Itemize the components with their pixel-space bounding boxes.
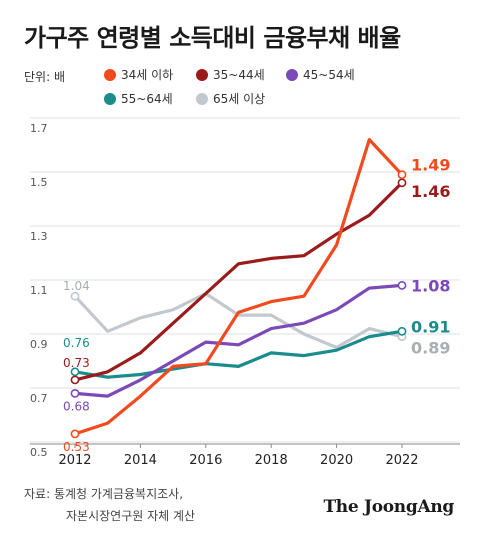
series-start-point (70, 367, 80, 377)
series-start-point (70, 388, 80, 398)
series-start-point (70, 429, 80, 439)
x-tick-label: 2022 (385, 453, 418, 468)
series-start-label: 0.68 (63, 399, 90, 413)
legend-label: 65세 이상 (213, 92, 266, 106)
x-tick-label: 2020 (320, 453, 353, 468)
legend-swatch (196, 68, 208, 81)
legend-item-65-over: 65세 이상 (196, 90, 265, 107)
legend-label: 35~44세 (213, 68, 265, 82)
y-tick-label: 0.9 (30, 338, 48, 351)
series-line (73, 329, 404, 379)
legend-swatch (196, 92, 208, 105)
unit-label: 단위: 배 (24, 70, 65, 84)
series-start-label: 1.04 (63, 279, 90, 293)
series-line (73, 291, 404, 350)
y-tick-label: 1.7 (30, 122, 48, 135)
series-end-label: 0.89 (411, 339, 450, 358)
series-start-label: 0.73 (63, 356, 90, 370)
series-end-label: 0.91 (411, 317, 450, 336)
x-tick-label: 2018 (255, 453, 288, 468)
series-end-point (397, 170, 407, 180)
legend-item-45-54: 45~54세 (286, 66, 355, 83)
series-end-label: 1.49 (411, 156, 450, 175)
legend-item-34-under: 34세 이하 (104, 66, 173, 83)
legend-label: 55~64세 (121, 92, 173, 106)
series-end-label: 1.08 (411, 276, 450, 295)
legend-item-35-44: 35~44세 (196, 66, 265, 83)
series-end-point (397, 326, 407, 336)
series-start-label: 0.53 (63, 440, 90, 454)
legend-label: 45~54세 (303, 68, 355, 82)
series-line (73, 181, 404, 382)
y-tick-label: 1.5 (30, 176, 48, 189)
series-start-point (70, 375, 80, 385)
series-end-point (397, 178, 407, 188)
y-tick-label: 1.3 (30, 230, 48, 243)
legend-label: 34세 이하 (121, 68, 174, 82)
source-line-1: 자료: 통계청 가계금융복지조사, (24, 487, 184, 501)
x-tick-label: 2016 (189, 453, 222, 468)
series-line (73, 138, 404, 436)
x-tick-label: 2014 (124, 453, 157, 468)
chart-title: 가구주 연령별 소득대비 금융부채 배율 (24, 24, 401, 52)
x-tick-label: 2012 (58, 453, 91, 468)
series-start-point (70, 291, 80, 301)
brand-logo: The JoongAng (323, 497, 454, 517)
series-end-point (397, 280, 407, 290)
legend-swatch (104, 92, 116, 105)
series-start-label: 0.76 (63, 336, 90, 350)
legend-swatch (104, 68, 116, 81)
source-note: 자료: 통계청 가계금융복지조사, 자본시장연구원 자체 계산 (24, 483, 195, 527)
y-tick-label: 0.7 (30, 392, 48, 405)
y-tick-label: 1.1 (30, 284, 48, 297)
y-tick-label: 0.5 (30, 446, 48, 459)
series-end-label: 1.46 (411, 182, 450, 201)
legend-item-55-64: 55~64세 (104, 90, 173, 107)
legend-swatch (286, 68, 298, 81)
source-line-2: 자본시장연구원 자체 계산 (66, 509, 196, 523)
series-line (73, 283, 404, 398)
